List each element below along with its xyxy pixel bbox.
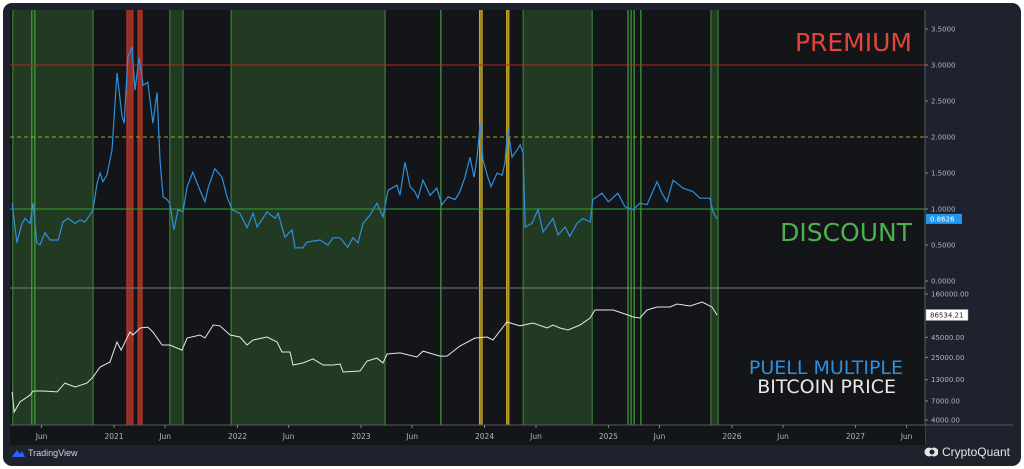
y-tick-label: 4000.00 xyxy=(931,417,960,425)
x-tick-label: Jun xyxy=(35,432,48,441)
puell-multiple-line xyxy=(11,46,718,249)
x-tick-label: 2023 xyxy=(351,432,370,441)
signal-band xyxy=(126,10,133,425)
y-tick-label: 25000.00 xyxy=(931,354,964,362)
price-axis: 160000.00 45000.00 25000.00 13000.00 7000.00… xyxy=(925,291,969,425)
signal-band xyxy=(506,10,509,425)
tradingview-logo[interactable]: TradingView xyxy=(12,448,78,458)
bitcoin-price-line xyxy=(11,301,718,414)
y-tick-label: 7000.00 xyxy=(931,397,960,405)
price-last-value: 86534.21 xyxy=(930,311,963,319)
premium-label: PREMIUM xyxy=(795,28,912,57)
plot-background xyxy=(10,10,925,425)
x-tick-label: 2024 xyxy=(475,432,494,441)
tradingview-icon xyxy=(12,450,25,457)
cryptoquant-logo: CryptoQuant xyxy=(924,445,1010,459)
y-tick-label: 3.0000 xyxy=(931,62,956,70)
x-tick-label: Jun xyxy=(405,432,418,441)
signal-band xyxy=(710,10,719,425)
x-tick-label: Jun xyxy=(776,432,789,441)
discount-label: DISCOUNT xyxy=(780,218,913,247)
price-last-value-badge: 86534.21 xyxy=(925,309,969,321)
y-tick-label: 2.0000 xyxy=(931,134,956,142)
reference-lines xyxy=(10,64,925,210)
y-tick-label: 2.5000 xyxy=(931,98,956,106)
x-tick-label: Jun xyxy=(900,432,913,441)
x-tick-label: Jun xyxy=(158,432,171,441)
y-tick-label: 160000.00 xyxy=(931,291,969,299)
puell-last-value-badge: 0.8626 xyxy=(926,213,962,224)
x-tick-label: 2026 xyxy=(722,432,741,441)
legend-puell-multiple: PUELL MULTIPLE xyxy=(749,357,903,379)
y-tick-label: 0.5000 xyxy=(931,242,956,250)
cryptoquant-icon xyxy=(924,447,938,457)
x-tick-label: 2022 xyxy=(228,432,247,441)
y-tick-label: 0.0000 xyxy=(931,278,956,286)
x-tick-label: Jun xyxy=(282,432,295,441)
time-axis-labels: Jun 2021 Jun 2022 Jun 2023 Jun 2024 Jun 2025 Jun 20… xyxy=(35,425,913,441)
tradingview-label: TradingView xyxy=(28,448,78,458)
puell-last-value: 0.8626 xyxy=(930,215,955,223)
puell-axis: 3.5000 3.0000 2.5000 2.0000 1.5000 1.0000 0.50… xyxy=(925,26,956,286)
y-tick-label: 1.0000 xyxy=(931,206,956,214)
x-tick-label: 2021 xyxy=(104,432,123,441)
signal-band xyxy=(523,10,593,425)
signal-band xyxy=(138,10,143,425)
y-tick-label: 13000.00 xyxy=(931,376,964,384)
signal-band xyxy=(231,10,386,425)
signal-band xyxy=(479,10,483,425)
legend-bitcoin-price: BITCOIN PRICE xyxy=(757,376,896,398)
x-tick-label: 2025 xyxy=(599,432,618,441)
x-tick-label: Jun xyxy=(653,432,666,441)
y-tick-label: 3.5000 xyxy=(931,26,956,34)
x-tick-label: Jun xyxy=(529,432,542,441)
y-tick-label: 45000.00 xyxy=(931,334,964,342)
signal-band xyxy=(12,10,94,425)
cryptoquant-label: CryptoQuant xyxy=(941,445,1010,459)
y-tick-label: 1.5000 xyxy=(931,170,956,178)
x-tick-label: 2027 xyxy=(846,432,865,441)
time-axis[interactable] xyxy=(10,425,925,445)
